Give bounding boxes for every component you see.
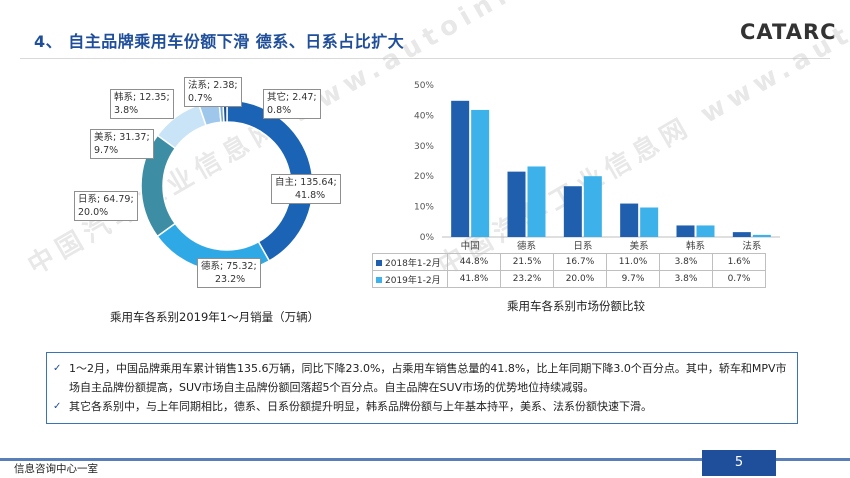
bar-chart: 0% 10% 20% 30% 40% 50% 中国 德系 日系 美系 韩系 法系 bbox=[414, 81, 780, 250]
y-tick-label: 30% bbox=[414, 142, 434, 152]
pie-label-rixi: 日系; 64.79; 20.0% bbox=[74, 191, 138, 221]
data-cell: 16.7% bbox=[553, 253, 607, 271]
x-tick-label: 德系 bbox=[517, 240, 536, 250]
bar bbox=[527, 166, 546, 237]
pie-label-meixi: 美系; 31.37; 9.7% bbox=[90, 129, 154, 159]
x-tick-label: 美系 bbox=[630, 240, 649, 250]
y-tick-label: 0% bbox=[420, 233, 435, 243]
data-cell: 41.8% bbox=[447, 270, 501, 288]
legend-swatch-2018 bbox=[376, 260, 382, 266]
data-cell: 3.8% bbox=[659, 270, 713, 288]
x-tick-label: 法系 bbox=[742, 240, 761, 250]
pie-label-qita: 其它; 2.47; 0.8% bbox=[263, 89, 321, 119]
title-divider bbox=[20, 58, 830, 59]
y-tick-label: 10% bbox=[414, 203, 434, 213]
pie-label-name: 自主 bbox=[275, 177, 295, 188]
bar bbox=[507, 171, 526, 237]
footer-bar bbox=[0, 458, 850, 461]
data-cell: 1.6% bbox=[712, 253, 766, 271]
bar bbox=[563, 186, 582, 237]
pie-label-faxi: 法系; 2.38; 0.7% bbox=[184, 77, 242, 107]
x-tick-label: 中国 bbox=[461, 240, 480, 250]
y-tick-label: 20% bbox=[414, 172, 434, 182]
check-icon: ✓ bbox=[53, 401, 62, 412]
data-cell: 3.8% bbox=[659, 253, 713, 271]
check-icon: ✓ bbox=[53, 363, 62, 374]
bar bbox=[732, 232, 751, 237]
bar bbox=[752, 234, 771, 237]
series-name: 2019年1-2月 bbox=[385, 275, 441, 286]
bar bbox=[451, 100, 470, 237]
bar bbox=[471, 109, 490, 237]
x-tick-label: 日系 bbox=[573, 241, 592, 250]
data-cell: 21.5% bbox=[500, 253, 554, 271]
data-cell: 44.8% bbox=[447, 253, 501, 271]
bar bbox=[640, 207, 659, 237]
data-cell: 20.0% bbox=[553, 270, 607, 288]
bar-caption: 乘用车各系别市场份额比较 bbox=[507, 299, 645, 313]
bar bbox=[676, 225, 695, 237]
y-tick-label: 50% bbox=[414, 81, 434, 91]
bullet-item: ✓ 其它各系别中，与上年同期相比，德系、日系份额提升明显，韩系品牌份额与上年基本持… bbox=[53, 397, 789, 416]
catarc-logo: CATARC bbox=[740, 20, 836, 44]
bar bbox=[620, 203, 639, 237]
page-number: 5 bbox=[702, 450, 776, 476]
pie-label-zizhu: 自主; 135.64; 41.8% bbox=[271, 174, 341, 204]
bullet-item: ✓ 1～2月，中国品牌乘用车累计销售135.6万辆，同比下降23.0%，占乘用车销… bbox=[53, 359, 789, 397]
series-name: 2018年1-2月 bbox=[385, 258, 441, 269]
data-cell: 0.7% bbox=[712, 270, 766, 288]
slide-title: 4、 自主品牌乘用车份额下滑 德系、日系占比扩大 bbox=[34, 32, 405, 51]
x-tick-label: 韩系 bbox=[686, 240, 705, 250]
footer-text: 信息咨询中心一室 bbox=[14, 463, 98, 475]
data-table-row: 2019年1-2月 41.8% 23.2% 20.0% 9.7% 3.8% 0.… bbox=[372, 270, 766, 288]
pie-label-dexi: 德系; 75.32; 23.2% bbox=[197, 258, 261, 288]
data-cell: 11.0% bbox=[606, 253, 660, 271]
legend-swatch-2019 bbox=[376, 277, 382, 283]
summary-box: ✓ 1～2月，中国品牌乘用车累计销售135.6万辆，同比下降23.0%，占乘用车销… bbox=[46, 352, 798, 424]
logo-text: CATARC bbox=[740, 20, 836, 44]
pie-caption: 乘用车各系别2019年1～月销量（万辆） bbox=[110, 310, 320, 324]
data-cell: 23.2% bbox=[500, 270, 554, 288]
data-cell: 9.7% bbox=[606, 270, 660, 288]
pie-label-hanxi: 韩系; 12.35; 3.8% bbox=[110, 89, 174, 119]
bar-data-table: 2018年1-2月 44.8% 21.5% 16.7% 11.0% 3.8% 1… bbox=[372, 253, 766, 288]
data-table-row: 2018年1-2月 44.8% 21.5% 16.7% 11.0% 3.8% 1… bbox=[372, 253, 766, 271]
bar bbox=[696, 225, 715, 237]
y-tick-label: 40% bbox=[414, 111, 434, 121]
bar bbox=[583, 176, 602, 237]
